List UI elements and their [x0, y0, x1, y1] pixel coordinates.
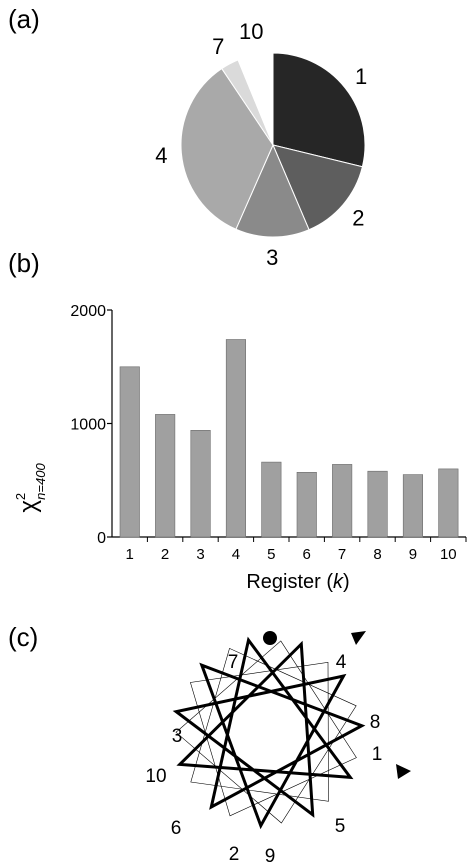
pie-slice-1: [272, 52, 366, 168]
bar-7: [332, 464, 353, 538]
panel-label-c: (c): [8, 622, 39, 652]
helical-wheel: 7 4 8 1 5 9 2 6 10 3: [145, 631, 411, 865]
bar-4: [225, 339, 246, 538]
y-axis-title-symbol: χ: [15, 500, 42, 513]
bar-1: [119, 366, 140, 538]
wheel-bold-star: [172, 636, 366, 830]
pie-slice-2: [272, 144, 363, 231]
bar-8: [367, 470, 388, 538]
x-tick-label-5: 5: [267, 546, 275, 563]
y-axis-title-superscript: 2: [13, 493, 28, 500]
bar-6: [296, 472, 317, 538]
x-axis-title: Register (k): [246, 571, 349, 593]
wheel-thin-star: [175, 640, 357, 824]
x-tick-label-6: 6: [303, 546, 311, 563]
x-tick-label-3: 3: [196, 546, 204, 563]
y-axis-title: χ2 n=400: [13, 463, 48, 513]
wheel-label-10: 10: [145, 766, 166, 787]
x-tick-label-8: 8: [373, 546, 381, 563]
x-tick-label-1: 1: [126, 546, 134, 563]
x-axis-title-variable: k: [333, 571, 344, 593]
x-tick-label-10: 10: [440, 546, 457, 563]
pie-chart: 1 2 3 4 7 10: [155, 19, 367, 270]
y-axis-title-subscript: n=400: [33, 463, 48, 500]
svg-text:χ2n=400: χ2 n=400: [13, 463, 48, 513]
pie-label-10: 10: [239, 19, 263, 44]
pie-label-2: 2: [352, 206, 364, 231]
pie-label-4: 4: [155, 143, 167, 168]
x-axis-title-close: ): [343, 571, 350, 593]
bar-9: [402, 474, 424, 538]
wheel-label-9: 9: [265, 846, 276, 865]
bar-10: [438, 468, 459, 538]
pie-slice-10: [237, 52, 274, 146]
y-tick-label: 0: [97, 530, 106, 547]
wheel-label-7: 7: [228, 652, 239, 673]
wheel-label-3: 3: [172, 726, 183, 747]
x-tick-label-2: 2: [161, 546, 169, 563]
wheel-label-4: 4: [336, 652, 347, 673]
arrowhead-marker-icon: [351, 631, 366, 645]
wheel-label-8: 8: [370, 712, 381, 733]
x-tick-label-7: 7: [338, 546, 346, 563]
bar-2: [155, 414, 176, 538]
y-tick-label: 1000: [70, 417, 106, 434]
panel-label-b: (b): [8, 248, 40, 278]
y-tick-label: 2000: [70, 303, 106, 320]
arrowhead-marker-icon: [396, 764, 411, 779]
x-tick-label-9: 9: [409, 546, 417, 563]
bar-3: [190, 430, 211, 538]
wheel-label-1: 1: [372, 744, 383, 765]
pie-label-3: 3: [266, 245, 278, 270]
panel-label-a: (a): [8, 4, 40, 34]
x-axis-title-main: Register (: [246, 571, 333, 593]
pie-slice-3: [235, 143, 310, 238]
wheel-label-5: 5: [335, 816, 346, 837]
x-tick-label-4: 4: [232, 546, 240, 563]
circle-marker-icon: [263, 631, 277, 645]
pie-label-7: 7: [212, 34, 224, 59]
wheel-label-2: 2: [229, 844, 240, 865]
pie-label-1: 1: [355, 64, 367, 89]
pie-slice-4: [180, 67, 274, 230]
bar-5: [261, 461, 282, 538]
wheel-label-6: 6: [171, 818, 182, 839]
